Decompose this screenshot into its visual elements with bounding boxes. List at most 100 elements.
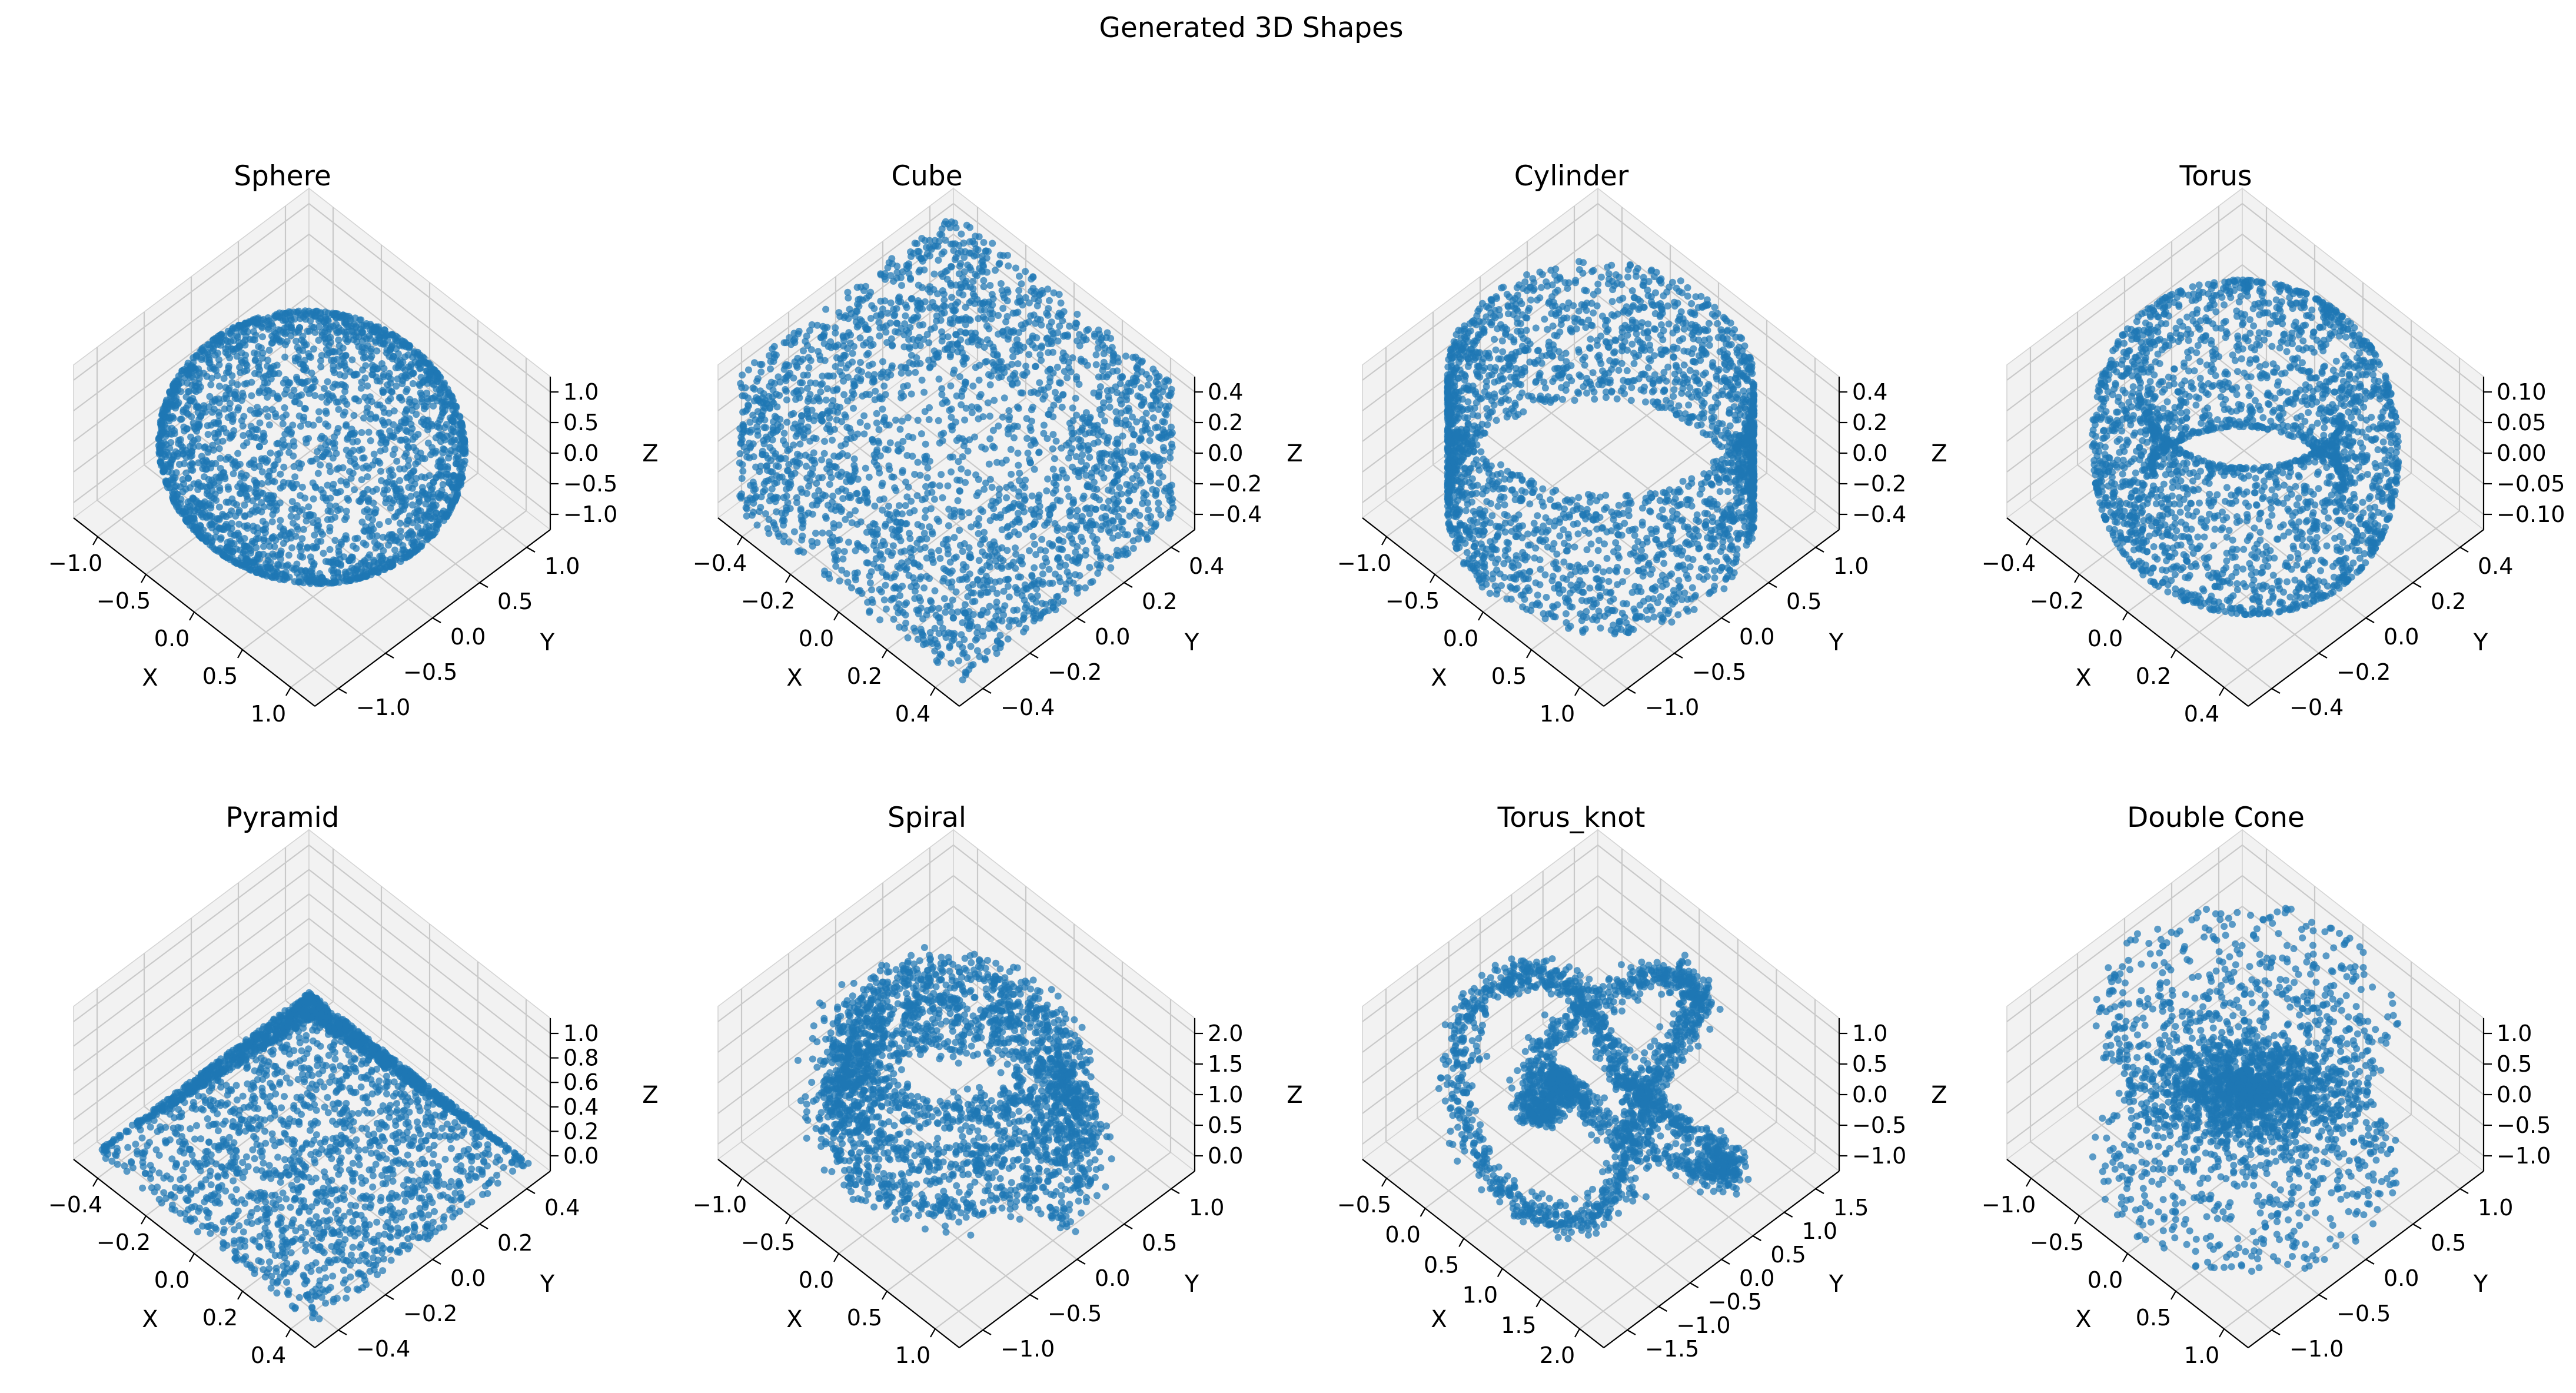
data-point — [454, 437, 461, 444]
data-point — [898, 394, 905, 401]
data-point — [913, 354, 920, 361]
data-point — [1069, 404, 1076, 411]
data-point — [444, 433, 451, 440]
data-point — [376, 521, 383, 528]
data-point — [953, 437, 960, 444]
data-point — [948, 241, 955, 248]
data-point — [1068, 368, 1075, 375]
data-point — [433, 524, 440, 531]
data-point — [857, 295, 864, 302]
data-point — [234, 407, 241, 414]
data-point — [184, 371, 191, 378]
data-point — [258, 499, 265, 506]
data-point — [437, 432, 444, 439]
x-tick-mark — [286, 687, 291, 696]
data-point — [1146, 437, 1154, 444]
data-point — [1125, 421, 1132, 428]
data-point — [1142, 427, 1149, 434]
data-point — [977, 611, 984, 619]
data-point — [992, 267, 999, 274]
data-point — [400, 542, 407, 549]
data-point — [1031, 564, 1038, 571]
data-point — [216, 383, 223, 390]
z-axis-label: Z — [642, 440, 658, 467]
data-point — [254, 426, 261, 433]
subplot-sphere: −1.0−0.50.00.51.0X−1.0−0.50.00.51.0Y−1.0… — [48, 160, 659, 727]
data-point — [1152, 370, 1159, 377]
data-point — [266, 543, 273, 550]
data-point — [1015, 405, 1022, 412]
data-point — [916, 594, 923, 601]
data-point — [831, 343, 838, 350]
subplot-cube: −0.4−0.20.00.20.4X−0.4−0.20.00.20.4Y−0.4… — [693, 160, 1303, 727]
data-point — [397, 558, 404, 565]
data-point — [1164, 377, 1171, 384]
data-point — [935, 257, 942, 264]
data-point — [205, 431, 212, 438]
data-point — [1027, 312, 1034, 320]
data-point — [958, 393, 965, 400]
data-point — [1015, 510, 1022, 517]
data-point — [757, 368, 765, 375]
data-point — [1119, 506, 1126, 513]
data-point — [1012, 544, 1019, 551]
x-tick-mark — [190, 612, 194, 620]
y-tick-label: −0.2 — [1048, 659, 1102, 685]
data-point — [810, 434, 817, 441]
data-point — [770, 430, 777, 437]
data-point — [211, 398, 218, 405]
data-point — [408, 430, 415, 437]
data-point — [830, 387, 837, 394]
data-point — [355, 397, 362, 404]
data-point — [936, 482, 943, 489]
data-point — [357, 498, 364, 505]
data-point — [216, 516, 223, 523]
data-point — [1069, 500, 1076, 507]
data-point — [315, 408, 323, 415]
data-point — [341, 312, 348, 320]
data-point — [806, 477, 813, 484]
data-point — [252, 544, 260, 551]
data-point — [358, 429, 365, 436]
data-point — [760, 403, 767, 410]
data-point — [918, 430, 925, 437]
data-point — [766, 352, 773, 359]
data-point — [247, 336, 254, 343]
data-point — [1093, 351, 1100, 358]
data-point — [955, 497, 962, 504]
data-point — [1016, 470, 1023, 477]
data-point — [1114, 389, 1121, 396]
data-point — [1082, 584, 1089, 591]
data-point — [1146, 473, 1154, 480]
data-point — [247, 550, 254, 557]
data-point — [885, 264, 892, 271]
data-point — [1025, 318, 1032, 325]
data-point — [155, 442, 162, 449]
data-point — [315, 337, 322, 344]
data-point — [890, 312, 898, 320]
data-point — [271, 478, 278, 486]
data-point — [180, 424, 187, 431]
data-point — [266, 421, 273, 428]
data-point — [373, 486, 380, 493]
data-point — [230, 427, 237, 434]
data-point — [826, 481, 833, 488]
data-point — [805, 510, 812, 517]
data-point — [380, 371, 387, 378]
data-point — [896, 624, 903, 631]
data-point — [277, 556, 284, 563]
data-point — [210, 336, 217, 343]
z-tick-label: −0.2 — [1208, 471, 1262, 497]
data-point — [829, 437, 836, 444]
data-point — [852, 576, 859, 583]
data-point — [982, 446, 989, 453]
data-point — [241, 381, 248, 388]
data-point — [335, 406, 342, 413]
data-point — [896, 502, 903, 509]
data-point — [381, 327, 388, 334]
data-point — [966, 224, 973, 231]
data-point — [912, 369, 919, 376]
data-point — [892, 487, 899, 494]
data-point — [223, 498, 230, 506]
